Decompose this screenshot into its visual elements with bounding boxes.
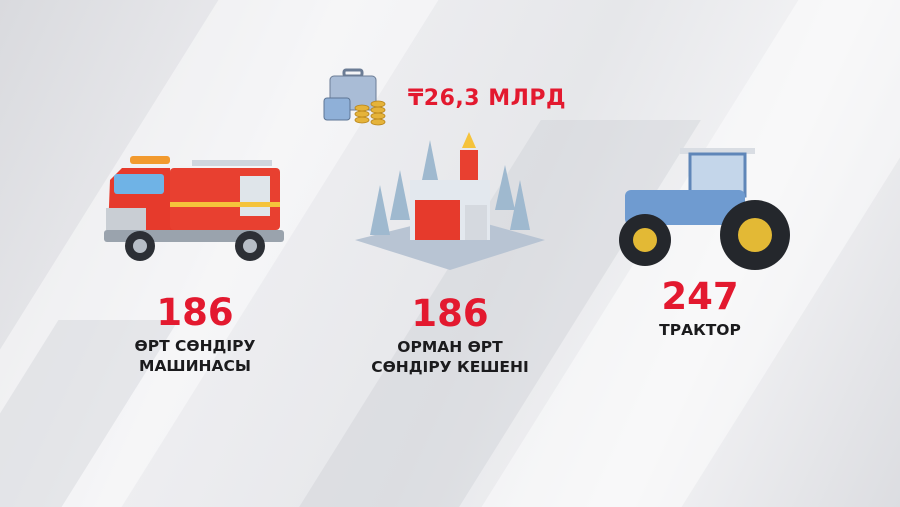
tractor-label: ТРАКТОР <box>600 320 800 340</box>
label-line: ОРМАН ӨРТ <box>397 338 503 356</box>
budget-amount: ₸26,3 МЛРД <box>408 85 567 111</box>
fire-station-icon <box>355 132 545 270</box>
label-line: ӨРТ СӨНДІРУ <box>134 337 256 355</box>
fire-station-label: ОРМАН ӨРТ СӨНДІРУ КЕШЕНІ <box>345 337 555 377</box>
label-line: СӨНДІРУ КЕШЕНІ <box>371 358 529 376</box>
fire-truck-label: ӨРТ СӨНДІРУ МАШИНАСЫ <box>95 336 295 376</box>
fire-station-block: 186 ОРМАН ӨРТ СӨНДІРУ КЕШЕНІ <box>345 130 555 377</box>
fire-truck-count: 186 <box>156 291 234 334</box>
fire-truck-icon <box>104 156 284 261</box>
fire-station-count: 186 <box>411 292 489 335</box>
tractor-icon <box>619 148 790 270</box>
label-line: ТРАКТОР <box>659 321 741 339</box>
tractor-count: 247 <box>661 275 739 318</box>
briefcase-with-coins-icon <box>323 68 386 126</box>
fire-truck-block: 186 ӨРТ СӨНДІРУ МАШИНАСЫ <box>95 150 295 376</box>
budget-block: ₸26,3 МЛРД <box>322 68 566 128</box>
tractor-block: 247 ТРАКТОР <box>600 140 800 340</box>
label-line: МАШИНАСЫ <box>139 357 251 375</box>
